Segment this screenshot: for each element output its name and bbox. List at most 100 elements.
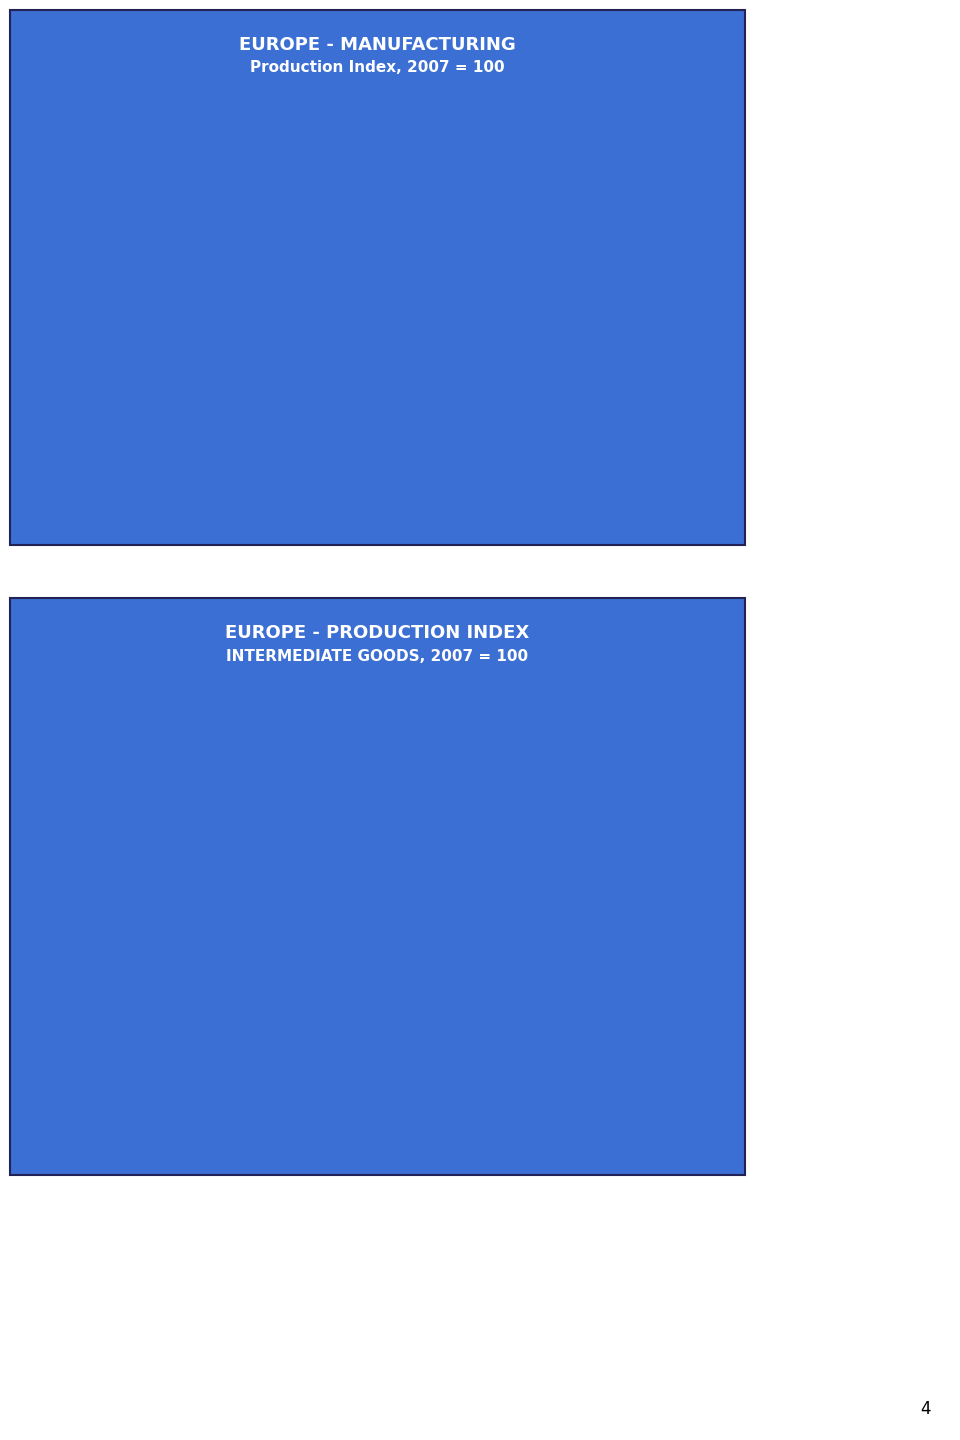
Finland [418,143,429,160]
Sweden [212,776,224,793]
Euro Area 16 [492,197,503,215]
Germany [324,143,336,160]
Sweden [492,782,503,799]
Finland [715,1032,727,1050]
Finland [622,279,634,297]
Germany [287,157,299,174]
Germany [529,207,540,225]
Germany [603,340,614,357]
Euro Area 16 [436,177,447,194]
Euro Area 16 [380,743,392,760]
Sweden [398,759,410,776]
Sweden [696,1005,708,1022]
Germany [436,749,447,766]
Euro Area 16 [418,163,429,180]
Germany [361,140,372,157]
Finland [696,354,708,372]
Finland [324,96,336,114]
Finland [566,203,578,220]
Germany [603,933,614,950]
Euro Area 16 [640,360,652,377]
Germany [454,177,466,194]
Sweden [678,406,689,423]
Finland [454,782,466,799]
Sweden [640,406,652,423]
Sweden [622,1005,634,1022]
Euro Area 16 [529,228,540,245]
Finland [436,770,447,788]
Sweden [343,147,354,164]
Line: Finland: Finland [66,759,724,1084]
Sweden [231,173,243,190]
Euro Area 16 [622,1038,634,1056]
Finland [361,815,372,832]
Euro Area 16 [83,785,94,802]
Germany [250,167,261,184]
Sweden [361,770,372,788]
Sweden [361,177,372,194]
Germany [492,782,503,799]
Line: Euro Area 16: Euro Area 16 [66,742,724,1051]
Euro Area 16 [268,163,279,180]
Germany [119,770,131,788]
Germany [510,193,521,210]
Germany [250,759,261,776]
Sweden [250,173,261,190]
Euro Area 16 [63,183,75,200]
Finland [603,1073,614,1090]
Sweden [231,770,243,788]
Finland [119,776,131,793]
Finland [250,163,261,180]
Finland [398,132,410,150]
Euro Area 16 [622,360,634,377]
Finland [101,770,112,788]
Finland [343,770,354,788]
Text: Production Index, 2007 = 100: Production Index, 2007 = 100 [251,60,505,75]
Sweden [418,183,429,200]
Germany [566,877,578,894]
Euro Area 16 [398,153,410,170]
Finland [156,167,168,184]
Sweden [101,804,112,821]
Germany [287,753,299,770]
Sweden [324,749,336,766]
Finland [138,782,150,799]
Sweden [119,177,131,194]
Finland [212,177,224,194]
Finland [529,183,540,200]
Euro Area 16 [660,1038,671,1056]
Finland [640,340,652,357]
Legend: Germany, Euro Area 16, Finland, Sweden: Germany, Euro Area 16, Finland, Sweden [178,498,578,521]
Sweden [305,759,317,776]
Sweden [63,804,75,821]
Sweden [473,798,485,815]
Euro Area 16 [305,737,317,755]
Sweden [119,798,131,815]
Euro Area 16 [194,177,205,194]
Finland [287,132,299,150]
Finland [640,1061,652,1079]
Finland [696,1044,708,1061]
Finland [250,776,261,793]
Finland [547,193,559,210]
Sweden [454,187,466,204]
Euro Area 16 [361,743,372,760]
Sweden [436,815,447,832]
Germany [268,759,279,776]
Sweden [529,782,540,799]
Germany [454,753,466,770]
Germany [398,726,410,743]
Euro Area 16 [156,177,168,194]
Euro Area 16 [63,788,75,805]
Euro Area 16 [696,1005,708,1022]
Finland [380,143,392,160]
Finland [473,137,485,154]
Sweden [566,334,578,351]
Germany [324,737,336,755]
Finland [603,207,614,225]
Line: Germany: Germany [66,143,724,372]
Line: Sweden: Sweden [66,742,724,1073]
Sweden [418,765,429,782]
Line: Sweden: Sweden [66,153,724,428]
Euro Area 16 [287,749,299,766]
